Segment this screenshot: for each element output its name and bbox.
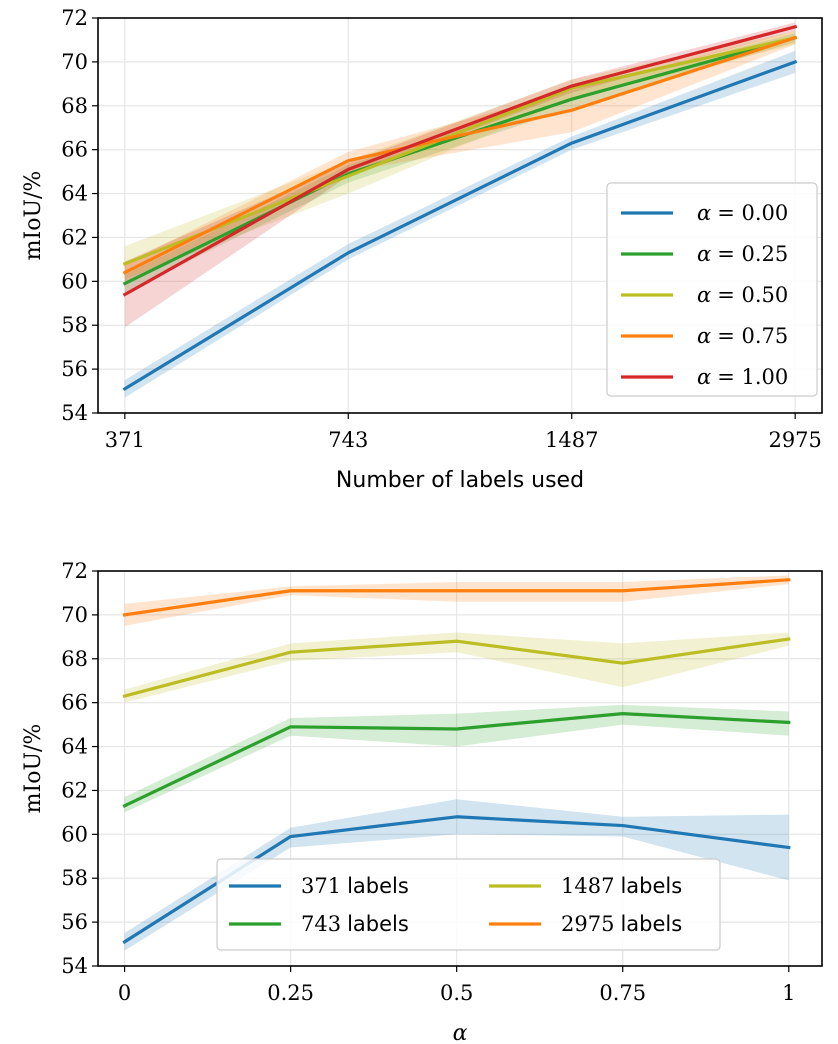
legend-number: 743 xyxy=(301,912,341,936)
legend-alpha-symbol: α xyxy=(697,365,711,389)
x-tick-label: 1487 xyxy=(545,428,598,452)
y-tick-label: 66 xyxy=(61,691,88,715)
y-tick-label: 64 xyxy=(61,735,88,759)
series-line-4 xyxy=(122,24,798,297)
y-tick-label: 56 xyxy=(61,910,88,934)
legend-alpha-symbol: α xyxy=(697,201,711,225)
legend-alpha-value: = 0.50 xyxy=(717,283,788,307)
legend-box xyxy=(216,858,721,951)
x-tick-label: 371 xyxy=(105,428,145,452)
y-tick-label: 70 xyxy=(61,603,88,627)
x-tick-label: 0.25 xyxy=(267,981,314,1005)
legend-box xyxy=(606,182,818,397)
legend-label-0: α = 0.00 xyxy=(697,201,788,225)
legend-unit: labels xyxy=(347,912,409,936)
plot-frame xyxy=(97,570,823,967)
legend-label-3: α = 0.75 xyxy=(697,324,788,348)
x-tick-label: 0 xyxy=(118,981,131,1005)
legend-label-1: 743 labels xyxy=(301,912,409,936)
confidence-band-2 xyxy=(124,632,789,703)
x-tick-label: 2975 xyxy=(768,428,821,452)
legend-alpha-symbol: α xyxy=(697,283,711,307)
confidence-band-3 xyxy=(124,575,789,626)
plot-frame xyxy=(97,17,823,414)
x-tick-label: 743 xyxy=(328,428,368,452)
x-axis-title: α xyxy=(453,1021,468,1044)
y-tick-label: 60 xyxy=(61,822,88,846)
y-tick-label: 58 xyxy=(61,866,88,890)
y-axis-title: mIoU/% xyxy=(21,171,46,261)
chart-labels-used: 54 56 58 60 62 64 66 68 70 72 371 743 1487 2975 mIoU/%… xyxy=(21,6,823,493)
legend-label-0: 371 labels xyxy=(301,874,409,898)
series-line-2 xyxy=(122,35,798,266)
chart-alpha: 54 56 58 60 62 64 66 68 70 72 0 0.25 0.5 0.75 1 mIoU/% α… xyxy=(21,559,823,1044)
legend-label-1: α = 0.25 xyxy=(697,242,788,266)
legend-number: 1487 xyxy=(561,874,614,898)
y-tick-label: 62 xyxy=(61,225,88,249)
legend-alpha-value: = 0.25 xyxy=(717,242,788,266)
legend-unit: labels xyxy=(620,912,682,936)
x-tick-label: 1 xyxy=(782,981,795,1005)
y-tick-label: 66 xyxy=(61,138,88,162)
y-tick-label: 62 xyxy=(61,778,88,802)
legend-alpha-symbol: α xyxy=(697,242,711,266)
legend: α = 0.00α = 0.25α = 0.50α = 0.75α = 1.00 xyxy=(606,182,818,397)
y-tick-label: 72 xyxy=(61,6,88,30)
series-line-3 xyxy=(122,35,798,275)
x-tick-label: 0.75 xyxy=(599,981,646,1005)
legend-alpha-symbol: α xyxy=(697,324,711,348)
x-axis-title: Number of labels used xyxy=(336,468,584,493)
legend-number: 2975 xyxy=(561,912,614,936)
y-tick-label: 72 xyxy=(61,559,88,583)
legend-unit: labels xyxy=(347,874,409,898)
confidence-band-1 xyxy=(124,704,789,813)
y-tick-label: 64 xyxy=(61,182,88,206)
y-tick-label: 70 xyxy=(61,50,88,74)
y-tick-label: 68 xyxy=(61,647,88,671)
legend-alpha-value: = 0.75 xyxy=(717,324,788,348)
y-tick-label: 54 xyxy=(61,401,88,425)
y-tick-label: 68 xyxy=(61,94,88,118)
y-tick-label: 58 xyxy=(61,313,88,337)
legend-label-2: 1487 labels xyxy=(561,874,682,898)
y-tick-label: 54 xyxy=(61,954,88,978)
series-line-0 xyxy=(122,59,798,392)
y-tick-label: 60 xyxy=(61,269,88,293)
y-axis-title: mIoU/% xyxy=(21,724,46,814)
legend-alpha-value: = 0.00 xyxy=(717,201,788,225)
legend-alpha-value: = 1.00 xyxy=(717,365,788,389)
legend-number: 371 xyxy=(301,874,341,898)
legend-label-3: 2975 labels xyxy=(561,912,682,936)
legend-label-2: α = 0.50 xyxy=(697,283,788,307)
legend-unit: labels xyxy=(620,874,682,898)
y-tick-label: 56 xyxy=(61,357,88,381)
legend-label-4: α = 1.00 xyxy=(697,365,788,389)
x-tick-label: 0.5 xyxy=(440,981,473,1005)
